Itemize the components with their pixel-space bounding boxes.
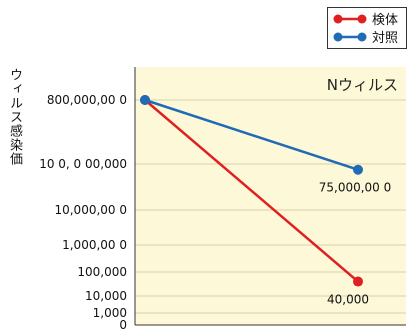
grid bbox=[135, 99, 406, 314]
series-line bbox=[144, 99, 359, 283]
legend-marker bbox=[357, 32, 367, 42]
y-tick-label: 100,000 bbox=[77, 265, 127, 279]
series: 40,000 75,000,00 0 bbox=[140, 95, 391, 307]
data-point bbox=[353, 164, 363, 175]
legend-marker bbox=[357, 14, 367, 24]
y-tick-label: 10,000 bbox=[85, 289, 127, 303]
y-tick-labels: 800,000,00 0 10 0, 0 00,000 10,000,00 0 1,0… bbox=[39, 93, 127, 332]
y-axis-label: ウィルス感染価 bbox=[7, 68, 22, 166]
data-point bbox=[140, 95, 150, 105]
y-tick-label: 0 bbox=[119, 318, 127, 332]
chart-title: Nウィルス bbox=[327, 76, 398, 94]
y-tick-label: 1,000,00 0 bbox=[62, 238, 127, 252]
y-tick-label: 800,000,00 0 bbox=[47, 93, 127, 107]
y-tick-label: 10,000,00 0 bbox=[54, 203, 127, 217]
legend-label: 対照 bbox=[372, 31, 398, 46]
y-tick-label: 1,000 bbox=[93, 306, 127, 320]
legend: 検体 対照 bbox=[327, 7, 407, 49]
y-tick-label: 10 0, 0 00,000 bbox=[39, 157, 127, 171]
legend-label: 検体 bbox=[372, 13, 398, 28]
data-label: 40,000 bbox=[327, 293, 369, 307]
data-label: 75,000,00 0 bbox=[319, 181, 392, 195]
legend-marker bbox=[333, 32, 343, 42]
data-point bbox=[353, 276, 363, 287]
plot-area bbox=[135, 67, 406, 325]
legend-marker bbox=[333, 14, 343, 24]
series-line bbox=[144, 98, 359, 171]
